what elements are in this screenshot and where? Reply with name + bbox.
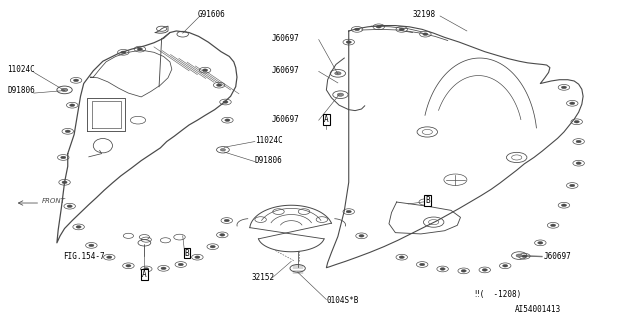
Circle shape xyxy=(223,101,228,103)
Text: ‼(  -1208): ‼( -1208) xyxy=(474,290,521,299)
Circle shape xyxy=(461,270,467,272)
Circle shape xyxy=(502,265,508,267)
Circle shape xyxy=(70,104,75,107)
Circle shape xyxy=(210,245,215,248)
Circle shape xyxy=(576,140,581,143)
Circle shape xyxy=(516,254,522,257)
Circle shape xyxy=(420,263,425,266)
Circle shape xyxy=(62,181,67,184)
Text: B: B xyxy=(425,196,429,205)
Circle shape xyxy=(570,102,575,105)
Circle shape xyxy=(346,210,351,213)
Circle shape xyxy=(76,226,81,228)
Circle shape xyxy=(178,263,183,266)
Circle shape xyxy=(561,86,566,89)
Text: J60697: J60697 xyxy=(543,252,572,261)
Text: A: A xyxy=(324,115,329,124)
Text: J60697: J60697 xyxy=(271,115,300,124)
Circle shape xyxy=(550,224,556,227)
Circle shape xyxy=(335,72,341,75)
Circle shape xyxy=(220,234,225,236)
Text: D91806: D91806 xyxy=(255,156,283,165)
Circle shape xyxy=(522,255,527,258)
Circle shape xyxy=(337,93,344,96)
Text: 11024C: 11024C xyxy=(7,65,35,74)
Circle shape xyxy=(576,162,581,164)
Circle shape xyxy=(574,121,579,123)
Circle shape xyxy=(561,204,566,206)
Circle shape xyxy=(399,256,404,259)
Circle shape xyxy=(220,148,225,151)
Circle shape xyxy=(89,244,94,247)
Circle shape xyxy=(570,184,575,187)
Text: 32152: 32152 xyxy=(252,273,275,282)
Circle shape xyxy=(195,256,200,259)
Circle shape xyxy=(423,33,428,36)
Circle shape xyxy=(161,267,166,270)
Text: G91606: G91606 xyxy=(197,10,225,19)
Text: 32198: 32198 xyxy=(413,10,436,19)
Circle shape xyxy=(126,265,131,267)
Circle shape xyxy=(74,79,79,82)
Circle shape xyxy=(346,41,351,44)
Circle shape xyxy=(216,84,221,86)
Circle shape xyxy=(138,48,143,50)
Circle shape xyxy=(61,156,66,159)
Circle shape xyxy=(376,26,381,28)
Circle shape xyxy=(144,268,149,270)
Text: B: B xyxy=(185,249,189,258)
Circle shape xyxy=(440,268,445,270)
Text: FIG.154-7: FIG.154-7 xyxy=(63,252,105,261)
Circle shape xyxy=(482,269,487,271)
Text: AI54001413: AI54001413 xyxy=(515,305,561,314)
Circle shape xyxy=(225,119,230,122)
Text: FRONT: FRONT xyxy=(42,198,66,204)
Circle shape xyxy=(61,88,68,92)
Circle shape xyxy=(65,130,70,132)
Text: 11024C: 11024C xyxy=(255,136,283,145)
Text: A: A xyxy=(142,270,147,279)
Circle shape xyxy=(359,235,364,237)
Circle shape xyxy=(538,242,543,244)
Circle shape xyxy=(107,256,112,259)
Text: D91806: D91806 xyxy=(7,86,35,95)
Circle shape xyxy=(224,219,229,222)
Text: J60697: J60697 xyxy=(271,66,300,75)
Circle shape xyxy=(202,69,207,71)
Circle shape xyxy=(67,205,72,207)
Circle shape xyxy=(121,51,126,53)
Circle shape xyxy=(399,28,404,31)
Text: 0104S*B: 0104S*B xyxy=(326,296,359,305)
Circle shape xyxy=(355,28,360,31)
Text: J60697: J60697 xyxy=(271,34,300,43)
